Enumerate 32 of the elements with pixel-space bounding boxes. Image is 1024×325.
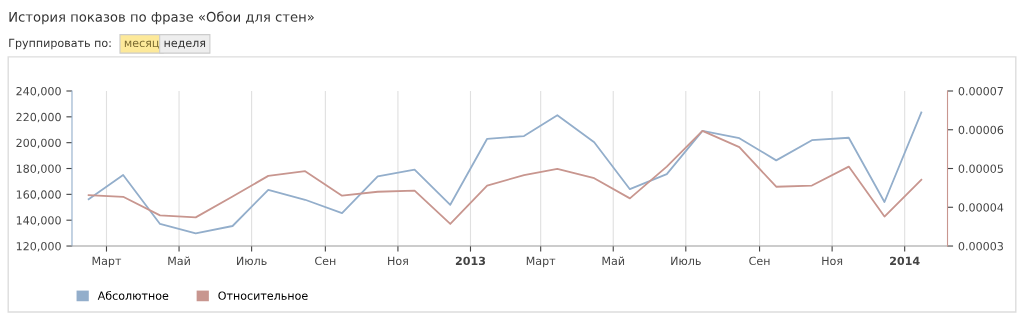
- y2-tick-label: 0.00007: [958, 86, 1003, 96]
- y-tick-label: 120,000: [16, 242, 61, 252]
- x-tick-label: Сен: [749, 256, 770, 266]
- text: Группировать по:: [9, 38, 111, 50]
- legend-label: Относительное: [218, 291, 308, 300]
- y-tick-label: 220,000: [16, 112, 61, 123]
- chart-title: История показов по фразе «Обои для стен»: [9, 11, 314, 25]
- x-tick-label: Май: [168, 256, 190, 266]
- x-tick-label: Июль: [671, 256, 701, 266]
- line-series: [87, 130, 923, 225]
- y2-tick-label: 0.00003: [958, 242, 1003, 251]
- y2-tick-label: 0.00006: [958, 125, 1004, 135]
- x-tick-label: Июль: [237, 256, 267, 266]
- text: неделя: [164, 40, 206, 49]
- y-tick-label: 180,000: [16, 164, 61, 175]
- x-tick-label: Ноя: [822, 256, 843, 266]
- x-tick-label: 2013: [455, 256, 486, 266]
- y-tick-label: 160,000: [16, 190, 61, 200]
- x-tick-label: 2014: [890, 256, 920, 266]
- x-tick-label: Март: [526, 256, 556, 268]
- line-series: [87, 111, 923, 235]
- y2-tick-label: 0.00004: [958, 203, 1004, 212]
- x-tick-label: Сен: [315, 256, 336, 266]
- y-tick-label: 200,000: [16, 138, 61, 149]
- y-tick-label: 240,000: [16, 86, 61, 97]
- text: месяц: [124, 40, 159, 49]
- y-tick-label: 140,000: [16, 216, 61, 226]
- x-tick-label: Март: [92, 256, 122, 268]
- legend-label: Абсолютное: [97, 291, 169, 300]
- x-tick-label: Май: [602, 256, 625, 266]
- y2-tick-label: 0.00005: [958, 164, 1003, 173]
- x-tick-label: Ноя: [388, 256, 408, 266]
